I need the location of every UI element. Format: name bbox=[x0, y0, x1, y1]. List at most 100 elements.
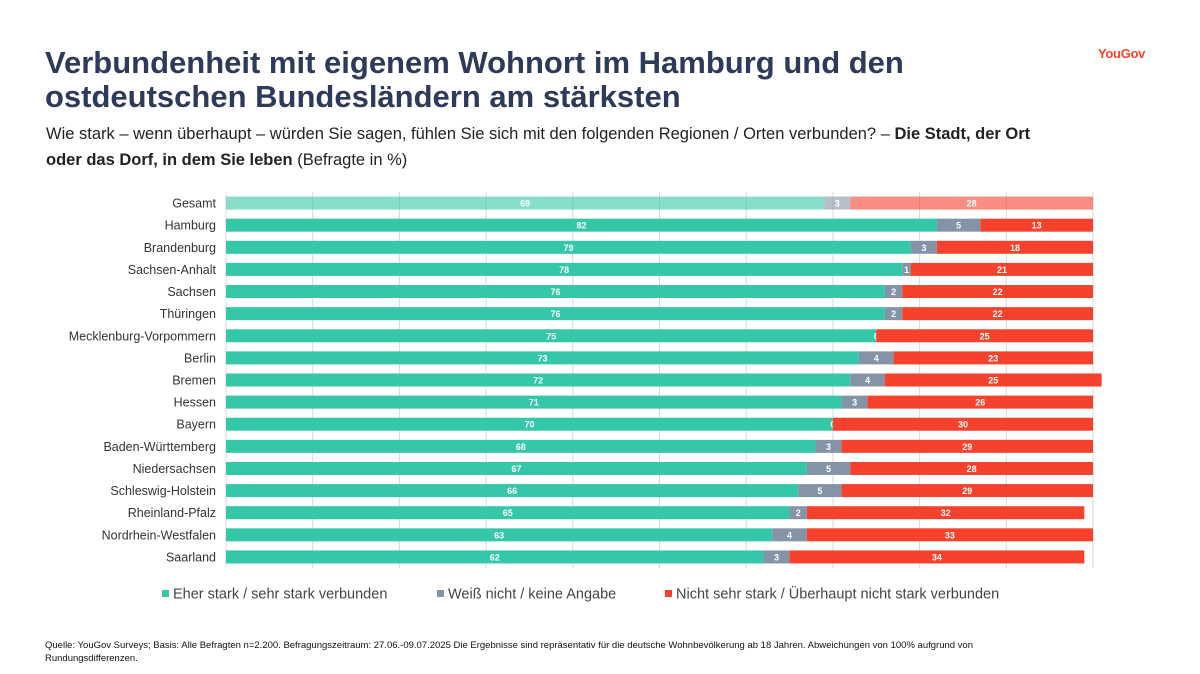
data-label: 2 bbox=[891, 287, 896, 297]
bar-segment bbox=[824, 196, 851, 210]
category-label: Gesamt bbox=[172, 197, 216, 211]
bar-segment bbox=[858, 351, 894, 365]
data-label: 2 bbox=[891, 309, 896, 319]
bar-segment bbox=[841, 395, 868, 409]
data-label: 32 bbox=[941, 508, 951, 518]
bar-segment bbox=[226, 373, 851, 387]
category-label: Thüringen bbox=[160, 307, 216, 321]
data-label: 3 bbox=[826, 442, 831, 452]
bar-segment bbox=[902, 307, 1093, 321]
legend-label: Weiß nicht / keine Angabe bbox=[448, 587, 616, 603]
chart-subtitle: Wie stark – wenn überhaupt – würden Sie … bbox=[46, 121, 1046, 173]
data-label: 18 bbox=[1010, 243, 1020, 253]
data-label: 25 bbox=[988, 376, 998, 386]
category-label: Mecklenburg-Vorpommern bbox=[69, 329, 216, 343]
bar-segment bbox=[226, 262, 903, 276]
category-label: Bremen bbox=[172, 374, 216, 388]
bar-segment bbox=[884, 307, 903, 321]
bar-segment bbox=[815, 439, 842, 453]
data-label: 70 bbox=[524, 420, 534, 430]
category-label: Schleswig-Holstein bbox=[110, 484, 216, 498]
data-label: 5 bbox=[817, 486, 822, 496]
data-label: 30 bbox=[958, 420, 968, 430]
bar-segment bbox=[226, 196, 825, 210]
data-label: 82 bbox=[576, 221, 586, 231]
bar-segment bbox=[884, 373, 1102, 387]
bar-segment bbox=[910, 240, 937, 254]
bar-segment bbox=[226, 351, 859, 365]
subtitle-emphasis: Die Stadt, der Ort oder das Dorf, in dem… bbox=[46, 125, 1031, 169]
data-label: 4 bbox=[865, 376, 870, 386]
bar-segment bbox=[226, 461, 807, 475]
category-label: Brandenburg bbox=[144, 241, 216, 255]
bar-segment bbox=[806, 461, 851, 475]
bar-segment bbox=[867, 395, 1093, 409]
bar-segment bbox=[910, 262, 1093, 276]
bar-segment bbox=[832, 417, 1093, 431]
category-label: Rheinland-Pfalz bbox=[128, 506, 216, 520]
data-label: 79 bbox=[563, 243, 573, 253]
data-label: 67 bbox=[511, 464, 521, 474]
category-label: Bayern bbox=[176, 418, 216, 432]
bar-segment bbox=[841, 439, 1093, 453]
data-label: 29 bbox=[962, 442, 972, 452]
data-label: 26 bbox=[975, 398, 985, 408]
bar-segment bbox=[850, 373, 885, 387]
bar-segment bbox=[798, 484, 842, 498]
data-label: 3 bbox=[835, 199, 840, 209]
data-label: 23 bbox=[988, 353, 998, 363]
legend-label: Nicht sehr stark / Überhaupt nicht stark… bbox=[676, 585, 999, 603]
category-label: Hamburg bbox=[165, 219, 216, 233]
category-label: Sachsen bbox=[167, 285, 216, 299]
bar-segment bbox=[893, 351, 1093, 365]
bar-segment bbox=[789, 550, 1085, 564]
data-label: 29 bbox=[962, 486, 972, 496]
bar-segment bbox=[902, 285, 1093, 299]
bar-segment bbox=[763, 550, 790, 564]
category-label: Saarland bbox=[166, 550, 216, 564]
bar-segment bbox=[841, 484, 1093, 498]
data-label: 33 bbox=[945, 530, 955, 540]
data-label: 63 bbox=[494, 530, 504, 540]
bar-segment bbox=[936, 218, 981, 232]
category-label: Nordrhein-Westfalen bbox=[102, 528, 216, 542]
bar-segment bbox=[226, 329, 877, 343]
data-label: 13 bbox=[1032, 221, 1042, 231]
data-label: 4 bbox=[874, 353, 879, 363]
data-label: 4 bbox=[787, 530, 792, 540]
bar-segment bbox=[226, 218, 937, 232]
data-label: 5 bbox=[826, 464, 831, 474]
data-label: 25 bbox=[980, 331, 990, 341]
data-label: 3 bbox=[921, 243, 926, 253]
bar-segment bbox=[226, 240, 911, 254]
data-label: 78 bbox=[559, 265, 569, 275]
subtitle-question: Wie stark – wenn überhaupt – würden Sie … bbox=[46, 125, 895, 143]
bar-segment bbox=[936, 240, 1093, 254]
category-label: Niedersachsen bbox=[133, 462, 216, 476]
bar-segment bbox=[226, 307, 885, 321]
category-label: Baden-Württemberg bbox=[103, 440, 216, 454]
legend-swatch bbox=[665, 590, 672, 597]
bar-segment bbox=[226, 484, 799, 498]
bar-segment bbox=[876, 329, 1093, 343]
data-label: 3 bbox=[774, 552, 779, 562]
bar-segment bbox=[226, 285, 885, 299]
bar-segment bbox=[850, 196, 1093, 210]
bar-segment bbox=[772, 528, 807, 542]
data-label: 75 bbox=[546, 331, 556, 341]
legend-swatch bbox=[437, 590, 444, 597]
source-footnote: Quelle: YouGov Surveys; Basis: Alle Befr… bbox=[45, 640, 973, 664]
bar-segment bbox=[789, 506, 807, 520]
data-label: 22 bbox=[993, 309, 1003, 319]
bar-segment bbox=[850, 461, 1093, 475]
data-label: 2 bbox=[796, 508, 801, 518]
data-label: 76 bbox=[550, 287, 560, 297]
bar-segment bbox=[226, 439, 816, 453]
data-label: 71 bbox=[529, 398, 539, 408]
bar-segment bbox=[226, 550, 764, 564]
data-label: 28 bbox=[967, 464, 977, 474]
data-label: 66 bbox=[507, 486, 517, 496]
data-label: 65 bbox=[503, 508, 513, 518]
data-label: 62 bbox=[490, 552, 500, 562]
